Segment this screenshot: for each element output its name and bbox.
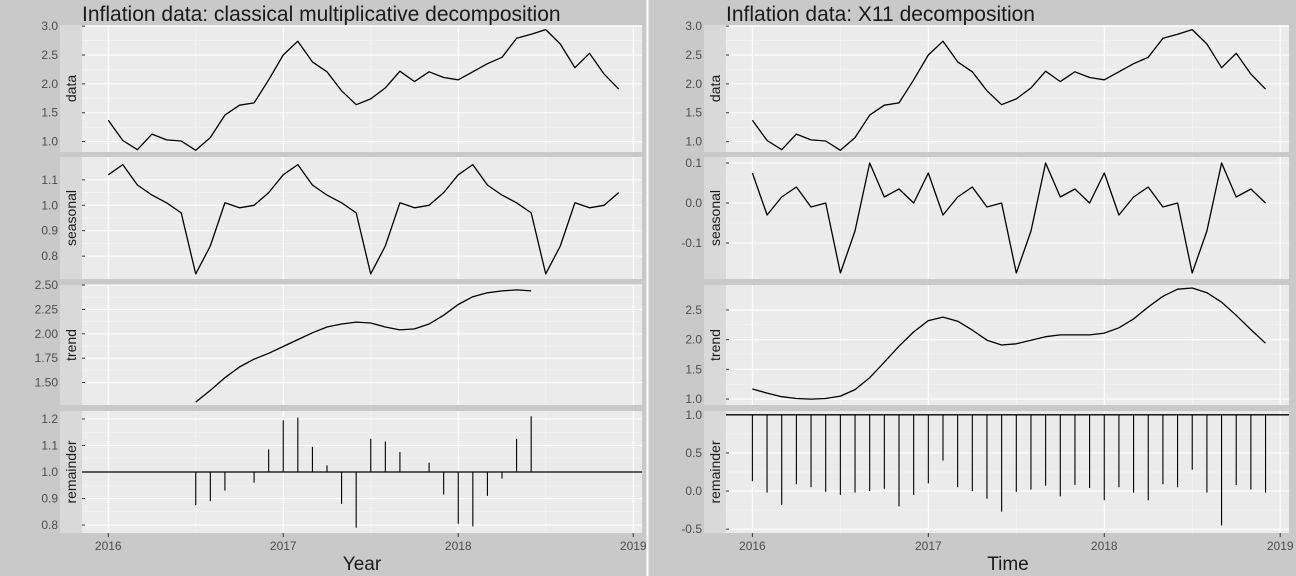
classical-decomposition-chart: Inflation data: classical multiplicative…: [35, 3, 647, 575]
data-series-line: [751, 28, 1266, 151]
y-tick-label: 2.50: [35, 278, 59, 292]
facet-data: data 1.0 1.5 2.0 2.5 3.0: [685, 19, 1289, 152]
facet-label: seasonal: [707, 190, 723, 246]
y-tick-label: 1.0: [41, 465, 58, 479]
facet-remainder: remainder -0.5 0.0 0.5 1.0: [681, 408, 1289, 536]
y-tick-label: 1.0: [41, 135, 58, 149]
x-axis-title: Year: [343, 554, 382, 575]
y-tick-label: 2.5: [685, 48, 702, 62]
facet-strip: [704, 411, 726, 533]
y-tick-label: 0.1: [685, 156, 702, 170]
y-tick-label: 1.2: [41, 412, 58, 426]
facet-trend: trend 1.50 1.75 2.00 2.25 2.50: [35, 278, 642, 405]
facet-seasonal: seasonal -0.1 0.0 0.1: [681, 156, 1289, 279]
y-tick-label: -0.1: [681, 236, 702, 250]
y-tick-label: 1.0: [685, 408, 702, 422]
y-tick-label: 0.5: [685, 446, 702, 460]
y-tick-label: 1.1: [41, 173, 58, 187]
y-tick-label: 1.0: [685, 135, 702, 149]
data-series-line: [107, 28, 620, 151]
x-tick-label: 2018: [1091, 539, 1118, 553]
y-tick-label: 2.5: [41, 48, 58, 62]
facet-strip: [704, 285, 726, 405]
x-axis-title: Time: [987, 554, 1029, 575]
trend-series-line: [195, 289, 532, 403]
y-tick-label: 1.75: [35, 351, 59, 365]
panel-background: [82, 25, 642, 152]
y-tick-label: 1.5: [41, 106, 58, 120]
facet-remainder: remainder 0.8 0.9 1.0 1.1 1.2: [41, 411, 642, 533]
y-tick-label: 1.5: [685, 106, 702, 120]
y-tick-label: 0.0: [685, 196, 702, 210]
y-tick-label: 3.0: [41, 19, 58, 33]
facet-trend: trend 1.0 1.5 2.0 2.5: [685, 285, 1289, 406]
x-tick-label: 2016: [739, 539, 766, 553]
trend-series-line: [752, 287, 1266, 400]
x-tick-label: 2018: [445, 539, 472, 553]
facet-seasonal: seasonal 0.8 0.9 1.0 1.1: [41, 157, 642, 279]
facet-strip: [60, 285, 82, 405]
facet-data: data 1.0 1.5 2.0 2.5 3.0: [41, 19, 642, 152]
seasonal-series-line: [107, 163, 620, 275]
y-tick-label: 1.0: [685, 392, 702, 406]
facet-strip: [704, 25, 726, 152]
y-tick-label: 1.0: [41, 198, 58, 212]
y-tick-label: 2.0: [41, 77, 58, 91]
facet-label: remainder: [63, 440, 79, 503]
y-tick-label: 2.0: [685, 333, 702, 347]
y-tick-label: 1.50: [35, 376, 59, 390]
facet-strip: [60, 157, 82, 279]
x-tick-label: 2017: [915, 539, 942, 553]
y-tick-label: 2.00: [35, 327, 59, 341]
facet-strip: [60, 25, 82, 152]
facet-strip: [704, 157, 726, 279]
x-tick-label: 2019: [1267, 539, 1294, 553]
y-tick-label: 1.5: [685, 362, 702, 376]
y-tick-label: -0.5: [681, 522, 702, 536]
y-tick-label: 0.9: [41, 492, 58, 506]
panel-background: [82, 285, 642, 405]
y-tick-label: 0.8: [41, 518, 58, 532]
y-tick-label: 0.0: [685, 484, 702, 498]
chart-title: Inflation data: X11 decomposition: [726, 3, 1035, 26]
x-tick-label: 2019: [620, 539, 647, 553]
y-tick-label: 2.25: [35, 302, 59, 316]
facet-label: seasonal: [63, 190, 79, 246]
y-tick-label: 1.1: [41, 438, 58, 452]
seasonal-series-line: [751, 162, 1266, 274]
y-tick-label: 2.5: [685, 303, 702, 317]
y-tick-label: 0.9: [41, 224, 58, 238]
facet-strip: [60, 411, 82, 533]
y-tick-label: 2.0: [685, 77, 702, 91]
facet-label: data: [63, 75, 79, 102]
y-tick-label: 3.0: [685, 19, 702, 33]
x-tick-label: 2017: [270, 539, 297, 553]
y-tick-label: 0.8: [41, 249, 58, 263]
facet-label: remainder: [707, 440, 723, 503]
x11-decomposition-chart: Inflation data: X11 decomposition data 1.0…: [681, 3, 1294, 575]
x-tick-label: 2016: [95, 539, 122, 553]
chart-title: Inflation data: classical multiplicative…: [82, 3, 561, 26]
facet-label: trend: [63, 329, 79, 361]
panel-background: [726, 157, 1289, 279]
facet-label: data: [707, 75, 723, 102]
facet-label: trend: [707, 329, 723, 361]
panel-background: [726, 25, 1289, 152]
